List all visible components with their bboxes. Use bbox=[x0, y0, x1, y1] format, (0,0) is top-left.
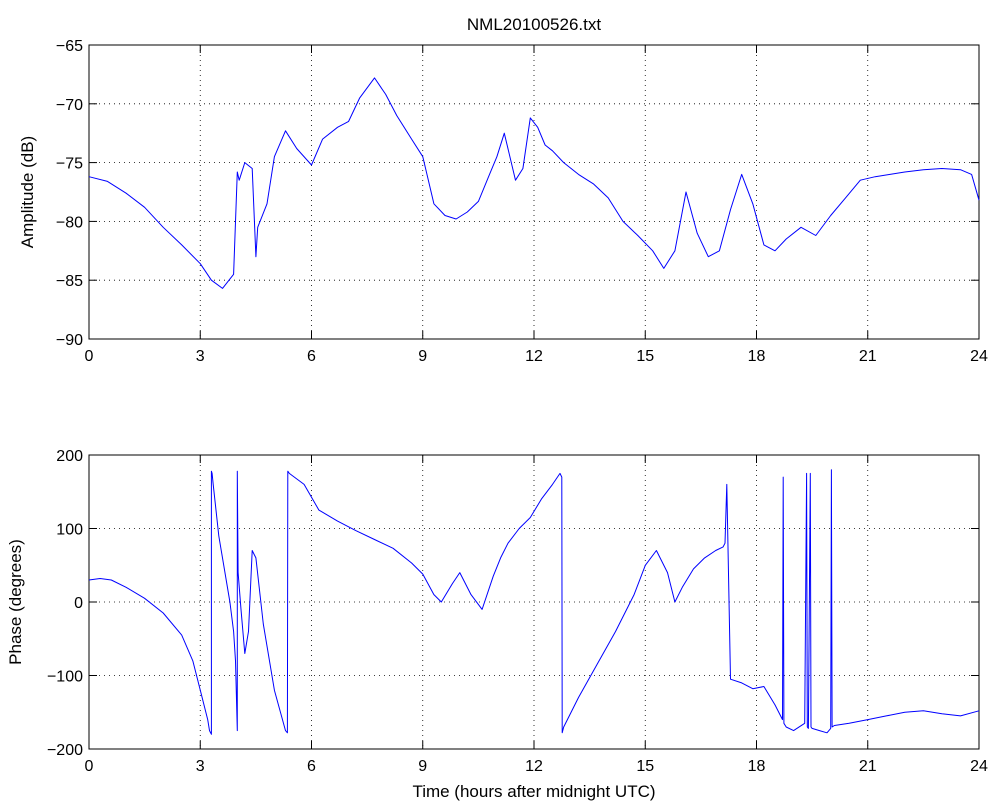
amplitude-x-tick-label: 21 bbox=[859, 348, 877, 365]
amplitude-y-tick-label: −90 bbox=[56, 332, 83, 349]
phase-x-tick-label: 9 bbox=[418, 758, 427, 775]
amplitude-y-tick-label: −80 bbox=[56, 214, 83, 231]
phase-x-tick-label: 0 bbox=[85, 758, 94, 775]
amplitude-x-tick-label: 18 bbox=[748, 348, 766, 365]
amplitude-y-tick-label: −65 bbox=[56, 38, 83, 55]
amplitude-x-tick-label: 24 bbox=[970, 348, 988, 365]
time-x-axis-label: Time (hours after midnight UTC) bbox=[412, 782, 655, 801]
phase-x-tick-label: 21 bbox=[859, 758, 877, 775]
amplitude-x-tick-label: 12 bbox=[525, 348, 543, 365]
phase-x-tick-label: 24 bbox=[970, 758, 988, 775]
phase-x-tick-label: 15 bbox=[636, 758, 654, 775]
amplitude-x-tick-label: 15 bbox=[636, 348, 654, 365]
phase-x-tick-label: 3 bbox=[196, 758, 205, 775]
amplitude-panel: NML20100526.txt 0 3 6 9 12 15 18 21 24 −90 −85 −80 −… bbox=[18, 15, 988, 365]
phase-panel: Time (hours after midnight UTC) 0 3 6 9 12 15… bbox=[6, 448, 988, 801]
amplitude-x-tick-label: 3 bbox=[196, 348, 205, 365]
amplitude-y-tick-label: −85 bbox=[56, 273, 83, 290]
phase-y-tick-label: 100 bbox=[56, 522, 83, 539]
phase-y-tick-label: 200 bbox=[56, 448, 83, 465]
amplitude-y-axis-label: Amplitude (dB) bbox=[18, 136, 37, 248]
phase-y-tick-label: −200 bbox=[47, 742, 83, 759]
amplitude-series-line bbox=[88, 77, 980, 289]
phase-x-tick-label: 18 bbox=[748, 758, 766, 775]
amplitude-y-tick-label: −70 bbox=[56, 97, 83, 114]
phase-y-tick-label: 0 bbox=[74, 595, 83, 612]
phase-series-line bbox=[88, 469, 980, 735]
amplitude-y-tick-label: −75 bbox=[56, 156, 83, 173]
chart-title: NML20100526.txt bbox=[467, 15, 601, 34]
amplitude-x-tick-label: 0 bbox=[85, 348, 94, 365]
amplitude-plot-area bbox=[88, 44, 980, 340]
phase-x-tick-label: 6 bbox=[307, 758, 316, 775]
phase-y-tick-label: −100 bbox=[47, 669, 83, 686]
phase-y-axis-label: Phase (degrees) bbox=[6, 539, 25, 665]
phase-x-tick-label: 12 bbox=[525, 758, 543, 775]
amplitude-x-tick-label: 9 bbox=[418, 348, 427, 365]
amplitude-x-tick-label: 6 bbox=[307, 348, 316, 365]
